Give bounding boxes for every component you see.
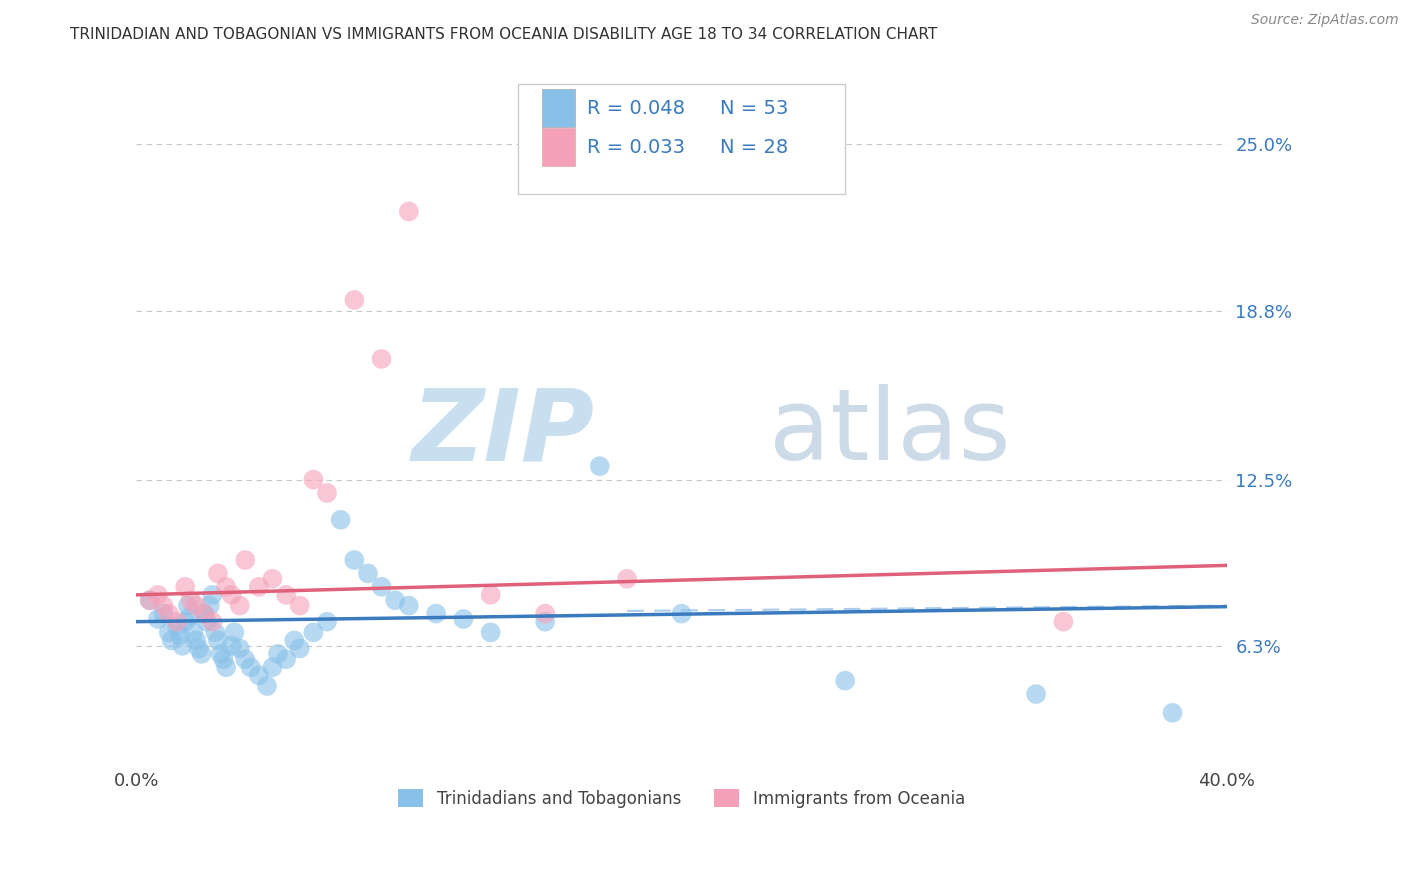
Point xyxy=(262,660,284,674)
Point xyxy=(384,593,406,607)
Point xyxy=(212,652,235,666)
Point xyxy=(671,607,693,621)
Point xyxy=(262,572,284,586)
Point xyxy=(302,625,325,640)
Point xyxy=(316,615,339,629)
Point xyxy=(267,647,290,661)
Point xyxy=(370,351,392,366)
FancyBboxPatch shape xyxy=(517,84,845,194)
Point xyxy=(256,679,278,693)
Point xyxy=(157,607,180,621)
Point xyxy=(174,615,197,629)
Point xyxy=(229,641,252,656)
Point xyxy=(534,615,557,629)
Point xyxy=(398,204,420,219)
Point xyxy=(183,625,205,640)
Point xyxy=(201,588,224,602)
Point xyxy=(425,607,447,621)
Text: N = 28: N = 28 xyxy=(720,137,787,157)
Point xyxy=(146,588,169,602)
Point xyxy=(343,293,366,307)
Point xyxy=(1025,687,1047,701)
Point xyxy=(329,513,352,527)
Point xyxy=(343,553,366,567)
Point xyxy=(180,609,202,624)
Point xyxy=(152,599,174,613)
Point xyxy=(229,599,252,613)
Point xyxy=(193,607,215,621)
Point xyxy=(288,599,311,613)
Text: R = 0.048: R = 0.048 xyxy=(586,99,685,118)
Point xyxy=(357,566,380,581)
FancyBboxPatch shape xyxy=(541,89,575,127)
Point xyxy=(209,647,232,661)
Point xyxy=(166,615,188,629)
Point xyxy=(221,639,243,653)
Legend: Trinidadians and Tobagonians, Immigrants from Oceania: Trinidadians and Tobagonians, Immigrants… xyxy=(392,783,972,814)
Point xyxy=(204,625,226,640)
Point xyxy=(224,625,246,640)
Point xyxy=(193,607,215,621)
Point xyxy=(534,607,557,621)
Point xyxy=(370,580,392,594)
Text: TRINIDADIAN AND TOBAGONIAN VS IMMIGRANTS FROM OCEANIA DISABILITY AGE 18 TO 34 CO: TRINIDADIAN AND TOBAGONIAN VS IMMIGRANTS… xyxy=(70,27,938,42)
Point xyxy=(146,612,169,626)
Point xyxy=(274,588,297,602)
Point xyxy=(139,593,162,607)
Point xyxy=(247,580,270,594)
Point xyxy=(274,652,297,666)
Point xyxy=(398,599,420,613)
Point xyxy=(201,615,224,629)
Point xyxy=(453,612,475,626)
Point xyxy=(589,459,612,474)
Point xyxy=(316,486,339,500)
Point xyxy=(184,633,207,648)
Point xyxy=(221,588,243,602)
Point xyxy=(1161,706,1184,720)
Point xyxy=(247,668,270,682)
Point xyxy=(180,593,202,607)
Point xyxy=(215,660,238,674)
Point xyxy=(174,580,197,594)
Point xyxy=(616,572,638,586)
Point xyxy=(1052,615,1074,629)
Point xyxy=(190,647,212,661)
Point xyxy=(479,588,502,602)
Point xyxy=(187,641,209,656)
Point xyxy=(152,607,174,621)
Point xyxy=(834,673,856,688)
Text: Source: ZipAtlas.com: Source: ZipAtlas.com xyxy=(1251,13,1399,28)
Point xyxy=(160,633,183,648)
Point xyxy=(302,473,325,487)
Point xyxy=(177,599,200,613)
Point xyxy=(479,625,502,640)
Point xyxy=(283,633,305,648)
Text: atlas: atlas xyxy=(769,384,1011,482)
Point xyxy=(157,625,180,640)
Point xyxy=(207,633,229,648)
Point xyxy=(233,553,256,567)
Point xyxy=(198,599,221,613)
Point xyxy=(215,580,238,594)
Point xyxy=(195,615,218,629)
Point xyxy=(172,639,194,653)
Point xyxy=(184,599,207,613)
Point xyxy=(239,660,262,674)
Point xyxy=(166,620,188,634)
Point xyxy=(207,566,229,581)
Text: R = 0.033: R = 0.033 xyxy=(586,137,685,157)
Text: N = 53: N = 53 xyxy=(720,99,789,118)
Point xyxy=(139,593,162,607)
Point xyxy=(288,641,311,656)
Point xyxy=(233,652,256,666)
Text: ZIP: ZIP xyxy=(412,384,595,482)
FancyBboxPatch shape xyxy=(541,128,575,166)
Point xyxy=(169,628,191,642)
